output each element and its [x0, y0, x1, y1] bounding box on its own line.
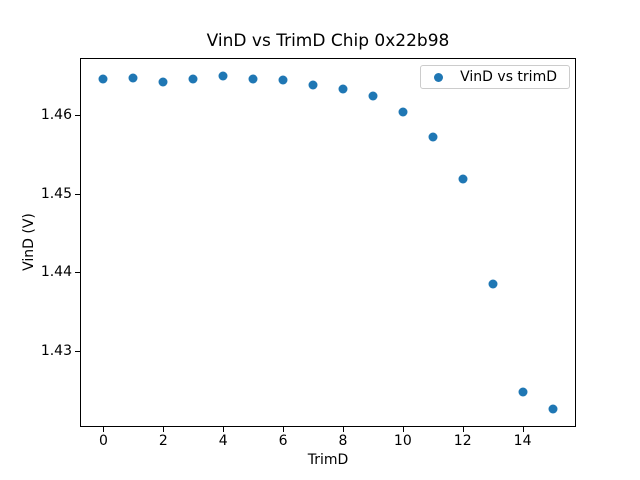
data-point	[458, 174, 468, 184]
x-tick-label: 4	[218, 433, 228, 449]
y-tick	[75, 114, 80, 116]
x-tick-label: 8	[338, 433, 348, 449]
x-tick	[402, 427, 404, 432]
legend: VinD vs trimD	[420, 65, 570, 89]
data-point	[368, 91, 378, 101]
y-tick-label: 1.46	[40, 106, 72, 123]
plot-area: VinD vs trimD	[80, 58, 576, 427]
x-tick-label: 0	[98, 433, 108, 449]
x-tick	[522, 427, 524, 432]
data-point	[128, 73, 138, 83]
x-tick-label: 2	[158, 433, 168, 449]
data-point	[488, 279, 498, 289]
x-tick	[103, 427, 105, 432]
legend-label: VinD vs trimD	[460, 69, 557, 85]
x-tick-label: 10	[393, 433, 412, 449]
y-tick-label: 1.44	[40, 264, 72, 281]
y-tick	[75, 193, 80, 195]
x-tick	[223, 427, 225, 432]
y-axis-label: VinD (V)	[21, 213, 37, 271]
x-tick	[163, 427, 165, 432]
x-axis-label: TrimD	[307, 452, 349, 468]
y-tick	[75, 351, 80, 353]
data-point	[428, 132, 438, 142]
data-point	[188, 74, 198, 84]
data-point	[158, 77, 168, 87]
x-tick-label: 14	[513, 433, 532, 449]
x-tick-label: 12	[453, 433, 472, 449]
data-point	[98, 74, 108, 84]
x-tick-label: 6	[278, 433, 288, 449]
x-tick	[283, 427, 285, 432]
data-point	[218, 71, 228, 81]
x-tick	[342, 427, 344, 432]
legend-marker-icon	[434, 72, 444, 82]
data-point	[338, 84, 348, 94]
data-point	[308, 80, 318, 90]
y-tick	[75, 272, 80, 274]
data-point	[518, 387, 528, 397]
chart-title: VinD vs TrimD Chip 0x22b98	[206, 31, 450, 51]
data-point	[248, 74, 258, 84]
data-point	[548, 404, 558, 414]
y-tick-label: 1.45	[40, 185, 72, 202]
data-point	[278, 75, 288, 85]
y-tick-label: 1.43	[40, 343, 72, 360]
x-tick	[462, 427, 464, 432]
data-point	[398, 107, 408, 117]
